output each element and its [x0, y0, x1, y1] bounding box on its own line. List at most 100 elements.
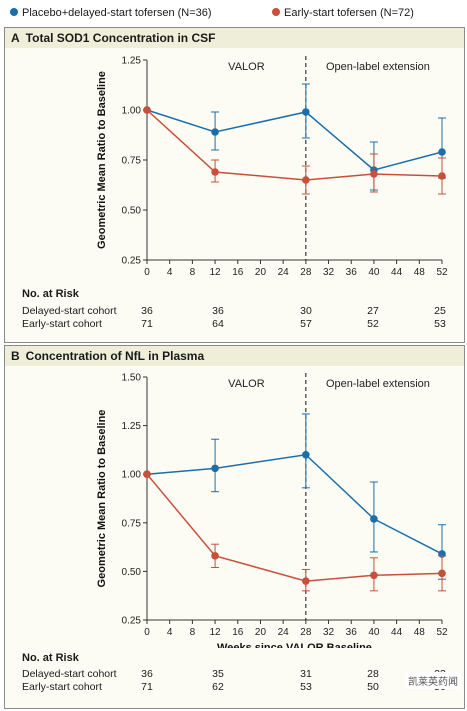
- x-tick-label: 44: [391, 627, 403, 638]
- series-line-early: [146, 109, 443, 181]
- y-tick-label: 1.25: [122, 56, 142, 67]
- risk-cell: 53: [300, 681, 312, 693]
- data-point-early: [143, 106, 151, 114]
- data-point-early: [211, 168, 219, 176]
- data-point-early: [143, 470, 151, 478]
- x-tick-label: 8: [190, 267, 196, 278]
- phase-label-valor: VALOR: [228, 378, 265, 390]
- panel-b-title: B Concentration of NfL in Plasma: [11, 349, 204, 363]
- data-point-delayed: [211, 464, 219, 473]
- risk-cell: 25: [434, 305, 446, 317]
- x-tick-label: 52: [436, 267, 448, 278]
- x-tick-label: 36: [346, 267, 358, 278]
- risk-cell: 30: [300, 305, 312, 317]
- x-tick-label: 28: [300, 267, 312, 278]
- risk-cell: 52: [367, 318, 379, 330]
- x-tick-label: 44: [391, 267, 403, 278]
- risk-cell: 57: [300, 318, 312, 330]
- panel-a-risk-title: No. at Risk: [22, 288, 79, 300]
- x-tick-label: 12: [210, 627, 222, 638]
- x-tick-label: 32: [323, 267, 335, 278]
- legend-label-delayed: Placebo+delayed-start tofersen (N=36): [22, 7, 212, 19]
- panel-a-header: A Total SOD1 Concentration in CSF: [5, 28, 464, 48]
- y-tick-label: 0.25: [122, 256, 142, 267]
- y-tick-label: 1.50: [122, 373, 142, 384]
- risk-row-label: Delayed-start cohort: [22, 305, 117, 317]
- panel-b: B Concentration of NfL in Plasma 0.25 0.50…: [4, 345, 465, 709]
- x-tick-label: 8: [190, 627, 196, 638]
- x-tick-label: 24: [278, 267, 290, 278]
- data-point-delayed: [370, 515, 378, 523]
- panel-b-letter: B: [11, 349, 20, 363]
- y-axis-label: Geometric Mean Ratio to Baseline: [96, 410, 108, 588]
- data-point-early: [438, 172, 446, 180]
- panel-a-risk-row-early: Early-start cohort 71 64 57 52 53: [22, 318, 462, 331]
- x-tick-label: 40: [368, 267, 380, 278]
- data-point-delayed: [211, 128, 219, 136]
- x-tick-label: 12: [210, 267, 222, 278]
- risk-cell: 53: [434, 318, 446, 330]
- panel-a-title-text: Total SOD1 Concentration in CSF: [25, 31, 216, 45]
- panel-a-letter: A: [11, 31, 20, 45]
- y-tick-label: 0.75: [122, 518, 142, 529]
- y-tick-label: 0.50: [122, 206, 142, 217]
- panel-a-risk-row-delayed: Delayed-start cohort 36 36 30 27 25: [22, 305, 462, 318]
- panel-a-title: A Total SOD1 Concentration in CSF: [11, 31, 215, 45]
- risk-row-label: Early-start cohort: [22, 681, 102, 693]
- risk-cell: 31: [300, 668, 312, 680]
- risk-cell: 36: [212, 305, 224, 317]
- x-tick-label: 52: [436, 627, 448, 638]
- x-tick-label: 48: [414, 267, 426, 278]
- risk-cell: 27: [367, 305, 379, 317]
- x-tick-label: 40: [368, 627, 380, 638]
- panel-a: A Total SOD1 Concentration in CSF 0.25 0.5…: [4, 27, 465, 343]
- risk-cell: 71: [141, 318, 153, 330]
- phase-label-ole: Open-label extension: [326, 378, 430, 390]
- risk-cell: 71: [141, 681, 153, 693]
- x-tick-label: 32: [323, 627, 335, 638]
- x-tick-label: 36: [346, 627, 358, 638]
- panel-b-risk-title: No. at Risk: [22, 652, 79, 664]
- y-tick-label: 0.25: [122, 616, 142, 627]
- risk-row-label: Early-start cohort: [22, 318, 102, 330]
- phase-label-ole: Open-label extension: [326, 61, 430, 73]
- y-tick-label: 0.50: [122, 567, 142, 578]
- risk-row-label: Delayed-start cohort: [22, 668, 117, 680]
- data-point-early: [211, 552, 219, 560]
- legend-item-delayed: Placebo+delayed-start tofersen (N=36): [10, 7, 212, 19]
- risk-cell: 35: [212, 668, 224, 680]
- risk-cell: 50: [367, 681, 379, 693]
- x-tick-label: 0: [144, 627, 150, 638]
- x-tick-label: 24: [278, 627, 290, 638]
- y-tick-label: 0.75: [122, 156, 142, 167]
- legend-marker-delayed: [10, 8, 18, 17]
- y-tick-label: 1.00: [122, 106, 142, 117]
- x-tick-label: 16: [232, 627, 244, 638]
- panel-b-chart: 0.250.500.751.001.251.500 4 8 12 16 20 24 28 32 3…: [96, 373, 448, 649]
- risk-cell: 62: [212, 681, 224, 693]
- y-tick-label: 1.25: [122, 421, 142, 432]
- x-tick-label: 20: [255, 627, 267, 638]
- series-line-early: [146, 473, 443, 582]
- panel-b-header: B Concentration of NfL in Plasma: [5, 346, 464, 366]
- panel-a-chart: 0.250.500.751.001.250 4 8 12 16 20 24 28 32 36 40 4…: [96, 56, 448, 279]
- x-tick-label: 4: [167, 267, 173, 278]
- data-point-delayed: [302, 108, 310, 116]
- data-point-delayed: [438, 148, 446, 156]
- panel-b-title-text: Concentration of NfL in Plasma: [25, 349, 205, 363]
- x-tick-label: 4: [167, 627, 173, 638]
- legend-label-early: Early-start tofersen (N=72): [284, 7, 414, 19]
- x-tick-label: 48: [414, 627, 426, 638]
- data-point-delayed: [302, 450, 310, 459]
- x-tick-label: 16: [232, 267, 244, 278]
- risk-cell: 28: [367, 668, 379, 680]
- series-line-delayed: [146, 453, 443, 555]
- x-axis-label: Weeks since VALOR Baseline: [217, 642, 372, 648]
- y-tick-label: 1.00: [122, 470, 142, 481]
- risk-cell: 36: [141, 305, 153, 317]
- x-tick-label: 0: [144, 267, 150, 278]
- series-line-delayed: [146, 109, 443, 171]
- data-point-early: [370, 571, 378, 580]
- legend-marker-early: [272, 8, 280, 17]
